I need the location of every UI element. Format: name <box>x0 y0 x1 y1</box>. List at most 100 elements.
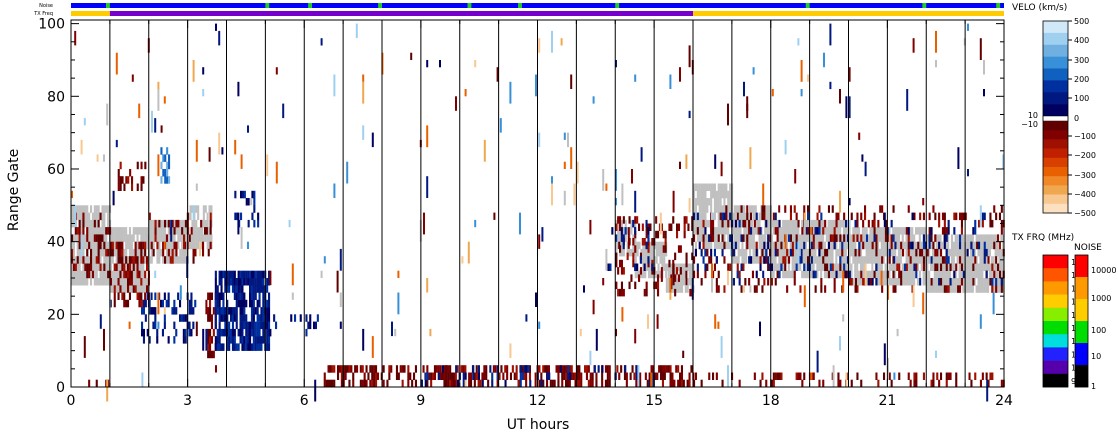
range-gate-cell <box>979 263 982 271</box>
range-gate-cell <box>907 227 910 235</box>
range-gate-cell <box>727 198 730 206</box>
range-gate-cell <box>733 234 736 242</box>
range-gate-cell <box>163 314 166 322</box>
range-gate-cell <box>725 205 728 213</box>
range-gate-cell <box>690 365 693 373</box>
range-gate-cell <box>960 263 963 271</box>
range-gate-cell <box>937 234 940 242</box>
range-gate-cell <box>622 234 625 242</box>
range-gate-cell <box>827 219 830 228</box>
range-gate-cell <box>258 336 261 344</box>
range-gate-cell <box>250 328 253 337</box>
range-gate-cell <box>148 219 151 228</box>
range-gate-cell <box>759 379 762 388</box>
range-gate-cell <box>426 125 429 148</box>
range-gate-cell <box>969 285 972 293</box>
range-gate-cell <box>956 248 959 257</box>
range-gate-cell <box>922 212 925 221</box>
range-gate-cell <box>983 285 986 293</box>
range-gate-cell <box>911 241 914 250</box>
range-gate-cell <box>973 270 976 279</box>
range-gate-cell <box>258 321 261 330</box>
range-gate-cell <box>71 234 74 242</box>
range-gate-cell <box>952 241 955 250</box>
range-gate-cell <box>624 234 627 242</box>
range-gate-cell <box>903 241 906 250</box>
range-gate-cell <box>973 248 976 257</box>
range-gate-cell <box>430 372 433 380</box>
range-gate-cell <box>115 241 118 250</box>
range-gate-cell <box>950 263 953 271</box>
range-gate-cell <box>884 248 887 257</box>
range-gate-cell <box>226 285 229 293</box>
range-gate-cell <box>464 89 467 97</box>
range-gate-cell <box>657 248 660 257</box>
range-gate-cell <box>253 198 256 206</box>
range-gate-cell <box>452 379 455 388</box>
range-gate-cell <box>354 365 357 373</box>
range-gate-cell <box>591 372 594 380</box>
range-gate-cell <box>171 256 174 264</box>
range-gate-cell <box>746 205 749 213</box>
range-gate-cell <box>852 227 855 235</box>
range-gate-cell <box>355 23 358 39</box>
range-gate-cell <box>589 219 592 235</box>
range-gate-cell <box>810 270 813 279</box>
range-gate-cell <box>835 248 838 257</box>
range-gate-cell <box>173 248 176 257</box>
range-gate-cell <box>962 248 965 257</box>
range-gate-cell <box>363 372 366 380</box>
range-gate-cell <box>700 234 703 242</box>
range-gate-cell <box>787 248 790 257</box>
range-gate-cell <box>426 379 429 388</box>
range-gate-cell <box>173 307 176 315</box>
range-gate-cell <box>71 270 74 279</box>
range-gate-cell <box>622 216 625 224</box>
range-gate-cell <box>839 227 842 235</box>
range-gate-cell <box>883 372 886 380</box>
range-gate-cell <box>160 161 163 170</box>
range-gate-cell <box>76 234 79 242</box>
noise-strip-segment <box>615 3 620 8</box>
range-gate-cell <box>253 219 256 228</box>
tx-frequency-color-step <box>1043 373 1068 388</box>
range-gate-cell <box>956 256 959 264</box>
range-gate-cell <box>268 307 271 315</box>
range-gate-cell <box>650 372 653 387</box>
range-gate-cell <box>727 219 730 228</box>
range-gate-cell <box>698 183 701 191</box>
range-gate-cell <box>713 263 716 271</box>
range-gate-cell <box>214 336 217 344</box>
range-gate-cell <box>756 256 759 264</box>
range-gate-cell <box>909 379 912 388</box>
range-gate-cell <box>831 241 834 250</box>
range-gate-cell <box>88 234 91 242</box>
range-gate-cell <box>789 219 792 228</box>
range-gate-cell <box>793 278 796 286</box>
range-gate-cell <box>237 81 240 97</box>
noise-strip-segment <box>518 3 522 8</box>
range-gate-cell <box>390 365 393 373</box>
range-gate-cell <box>746 234 749 242</box>
range-gate-cell <box>979 241 982 250</box>
range-gate-cell <box>979 314 982 329</box>
range-gate-cell <box>669 278 672 293</box>
range-gate-cell <box>774 248 777 257</box>
range-gate-cell <box>934 212 937 221</box>
range-gate-cell <box>683 216 686 224</box>
range-gate-cell <box>824 285 827 293</box>
range-gate-cell <box>218 278 221 286</box>
range-gate-cell <box>922 292 925 315</box>
range-gate-cell <box>504 379 507 388</box>
range-gate-cell <box>677 245 680 253</box>
range-gate-cell <box>837 379 840 388</box>
range-gate-cell <box>177 241 180 250</box>
range-gate-cell <box>683 223 686 231</box>
range-gate-cell <box>249 270 252 279</box>
range-gate-cell <box>657 288 660 297</box>
range-gate-cell <box>218 336 221 344</box>
range-gate-cell <box>194 299 197 308</box>
range-gate-cell <box>958 270 961 279</box>
range-gate-cell <box>691 223 694 231</box>
range-gate-cell <box>806 248 809 257</box>
